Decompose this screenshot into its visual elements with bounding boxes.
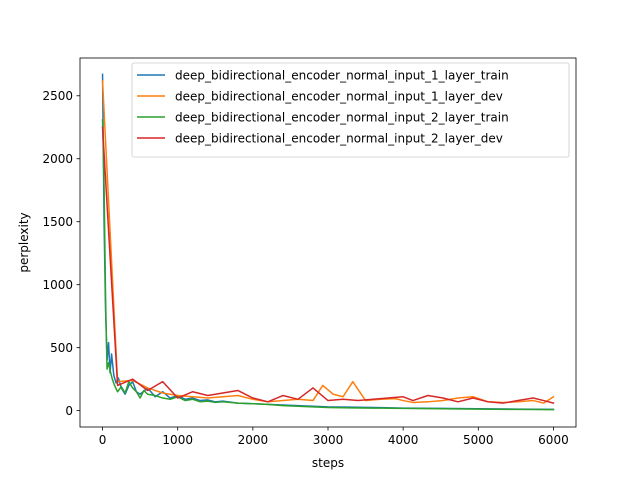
x-axis-title: steps: [312, 456, 344, 470]
y-tick-label: 1500: [42, 215, 73, 229]
x-axis-ticks: 0 1000 2000 3000 4000 5000 6000: [99, 427, 569, 447]
y-tick-label: 0: [65, 404, 73, 418]
legend: deep_bidirectional_encoder_normal_input_…: [131, 62, 570, 158]
x-tick-label: 3000: [313, 433, 344, 447]
x-tick-label: 4000: [388, 433, 419, 447]
y-tick-label: 500: [50, 341, 73, 355]
legend-label: deep_bidirectional_encoder_normal_input_…: [175, 131, 503, 145]
legend-label: deep_bidirectional_encoder_normal_input_…: [175, 110, 509, 124]
y-axis-title: perplexity: [17, 212, 31, 272]
x-tick-label: 1000: [162, 433, 193, 447]
y-axis-ticks: 0 500 1000 1500 2000 2500: [42, 89, 80, 418]
x-tick-label: 5000: [463, 433, 494, 447]
y-tick-label: 2000: [42, 152, 73, 166]
series-line-3: [101, 118, 555, 411]
x-tick-label: 6000: [538, 433, 569, 447]
series-layer: [101, 73, 555, 411]
legend-label: deep_bidirectional_encoder_normal_input_…: [175, 68, 509, 82]
legend-label: deep_bidirectional_encoder_normal_input_…: [175, 89, 503, 103]
legend-box: [131, 62, 570, 158]
series-line-4: [101, 126, 555, 404]
x-tick-label: 2000: [238, 433, 269, 447]
y-tick-label: 1000: [42, 278, 73, 292]
x-tick-label: 0: [99, 433, 107, 447]
y-tick-label: 2500: [42, 89, 73, 103]
